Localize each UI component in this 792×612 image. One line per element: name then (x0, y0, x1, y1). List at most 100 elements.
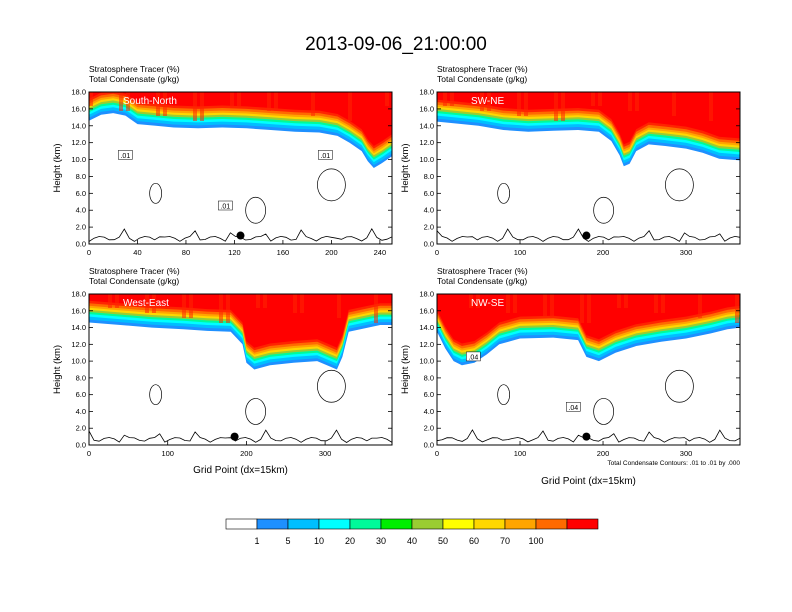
tracer-streak (654, 294, 658, 313)
x-tick-label: 300 (680, 248, 693, 257)
tracer-streak (385, 92, 389, 106)
tracer-streak (226, 294, 230, 323)
condensate-contour (497, 384, 511, 406)
y-tick-label: 12.0 (419, 340, 434, 349)
y-tick-label: 14.0 (419, 323, 434, 332)
colorbar-label: 100 (528, 536, 543, 546)
location-marker (582, 432, 591, 441)
tracer-streak (554, 92, 558, 121)
plot-area (437, 92, 740, 244)
condensate-contour (593, 196, 615, 224)
tracer-streak (311, 92, 315, 116)
colorbar-label: 60 (469, 536, 479, 546)
colorbar-cell (504, 518, 537, 530)
tracer-streak (126, 92, 130, 111)
contour-label-box (218, 200, 233, 211)
tracer-streak (145, 294, 149, 313)
y-tick-label: 10.0 (71, 357, 86, 366)
plot-frame (88, 91, 393, 245)
y-tick-label: 0.0 (76, 240, 86, 249)
contour-label-box (118, 150, 133, 160)
plot-frame (436, 91, 741, 245)
condensate-contour (245, 398, 266, 425)
condensate-contour (317, 369, 346, 403)
tracer-streak (735, 294, 739, 323)
tracer-label: Stratosphere Tracer (%) (89, 266, 180, 276)
x-tick-label: 300 (319, 449, 332, 458)
colorbar-label: 40 (407, 536, 417, 546)
plot-area (89, 294, 392, 445)
tracer-streak (543, 294, 547, 318)
panel-sw-ne: SW-NE Stratosphere Tracer (%)Total Conden… (400, 64, 741, 257)
panel-label: SW-NE (471, 96, 504, 107)
colorbar-cell (256, 518, 289, 530)
y-tick-label: 14.0 (419, 121, 434, 130)
x-tick-label: 100 (514, 248, 527, 257)
tracer-streak (580, 294, 584, 323)
tracer-band-10 (437, 92, 740, 145)
tracer-streak (348, 92, 352, 121)
y-tick-label: 8.0 (76, 373, 86, 382)
plot-area: .01 .01 .01 (89, 92, 392, 244)
tracer-streak (698, 294, 702, 318)
condensate-contour (665, 168, 694, 202)
location-marker (230, 432, 239, 441)
x-tick-label: 200 (597, 449, 610, 458)
condensate-label: Total Condensate (g/kg) (437, 276, 527, 286)
panel-south-north: .01 .01 .01 South-North Stratosphere Tracer … (52, 64, 393, 257)
tracer-streak (469, 294, 473, 308)
panel-label: West-East (123, 298, 169, 309)
y-tick-label: 18.0 (71, 290, 86, 299)
tracer-streak (661, 294, 665, 313)
tracer-streak (263, 294, 267, 308)
x-tick-label: 200 (597, 248, 610, 257)
condensate-contour (149, 182, 163, 204)
y-tick-label: 6.0 (76, 189, 86, 198)
location-marker (582, 231, 591, 240)
colorbar-label: 1 (254, 536, 259, 546)
y-tick-label: 10.0 (71, 155, 86, 164)
y-tick-label: 8.0 (424, 373, 434, 382)
y-tick-label: 14.0 (71, 121, 86, 130)
x-tick-label: 80 (182, 248, 190, 257)
y-tick-label: 2.0 (424, 223, 434, 232)
y-tick-label: 4.0 (76, 407, 86, 416)
y-tick-label: 8.0 (424, 172, 434, 181)
y-tick-label: 12.0 (419, 138, 434, 147)
y-tick-label: 8.0 (76, 172, 86, 181)
tracer-streak (450, 92, 454, 106)
contour-label: .01 (320, 153, 330, 160)
colorbar-cell (442, 518, 475, 530)
tracer-streak (476, 294, 480, 308)
y-tick-label: 18.0 (419, 88, 434, 97)
panel-label: NW-SE (471, 298, 504, 309)
colorbar-cell (566, 518, 599, 530)
tracer-streak (524, 92, 528, 116)
x-tick-label: 300 (680, 449, 693, 458)
figure-title: 2013-09-06_21:00:00 (305, 34, 487, 55)
condensate-contour (149, 384, 163, 406)
contour-label-box (318, 150, 333, 160)
y-tick-label: 0.0 (424, 441, 434, 450)
tracer-streak (300, 294, 304, 313)
tracer-streak (230, 92, 234, 106)
plot-frame (436, 293, 741, 446)
x-tick-label: 120 (228, 248, 241, 257)
x-tick-label: 200 (240, 449, 253, 458)
colorbar-cell (318, 518, 351, 530)
tracer-streak (337, 294, 341, 318)
colorbar-label: 30 (376, 536, 386, 546)
x-tick-label: 200 (325, 248, 338, 257)
y-tick-label: 4.0 (424, 206, 434, 215)
colorbar-cell (225, 518, 258, 530)
condensate-contour (317, 168, 346, 202)
plot-frame (88, 293, 393, 446)
x-tick-label: 0 (87, 449, 91, 458)
colorbar-cell (349, 518, 382, 530)
y-tick-label: 10.0 (419, 155, 434, 164)
colorbar-label: 50 (438, 536, 448, 546)
x-tick-label: 0 (435, 449, 439, 458)
tracer-streak (219, 294, 223, 323)
y-tick-label: 0.0 (424, 240, 434, 249)
contour-label: .04 (468, 354, 478, 361)
